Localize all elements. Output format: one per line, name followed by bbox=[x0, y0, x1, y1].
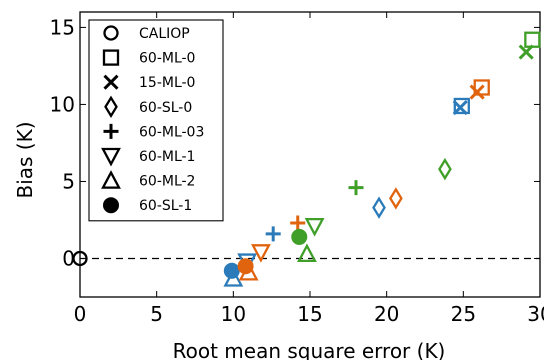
data-point-plus bbox=[290, 215, 306, 231]
data-point-triangle-down-open-shape bbox=[251, 244, 271, 263]
legend-marker-circle-open bbox=[103, 25, 119, 41]
legend-label: 60-ML-0 bbox=[139, 51, 195, 67]
data-point-diamond-open-shape bbox=[372, 196, 386, 219]
legend-marker-triangle-down-open-shape bbox=[101, 147, 121, 167]
x-tick-label: 15 bbox=[297, 302, 322, 326]
y-tick-label: 0 bbox=[62, 246, 75, 270]
legend-label: 60-SL-0 bbox=[139, 100, 192, 116]
data-point-square-open bbox=[524, 31, 541, 48]
data-point-square-open bbox=[453, 97, 470, 115]
y-axis-title: Bias (K) bbox=[13, 121, 37, 198]
data-point-x bbox=[469, 84, 485, 100]
legend-marker-x bbox=[103, 74, 119, 90]
x-tick-label: 30 bbox=[527, 302, 544, 326]
data-point-triangle-down-open bbox=[251, 244, 271, 263]
data-point-plus-shape bbox=[265, 226, 281, 242]
data-point-circle-filled bbox=[291, 228, 308, 245]
legend-marker-triangle-down-open bbox=[101, 147, 121, 167]
y-tick-label: 5 bbox=[62, 169, 75, 193]
legend: CALIOP 60-ML-0 15-ML-0 60-SL-0 60-ML-03 60-ML… bbox=[88, 19, 224, 222]
data-point-plus-shape bbox=[290, 215, 306, 231]
data-point-x-shape bbox=[469, 84, 485, 100]
data-point-diamond-open-shape bbox=[438, 157, 452, 181]
data-point-square-open-shape bbox=[524, 31, 541, 48]
legend-marker-diamond-open-shape bbox=[104, 95, 118, 119]
legend-marker-triangle-up-open bbox=[101, 170, 121, 189]
data-point-square-open-shape bbox=[473, 79, 490, 96]
legend-marker-plus-shape bbox=[103, 123, 119, 139]
data-point-triangle-down-open bbox=[304, 217, 325, 237]
legend-label: 60-ML-03 bbox=[139, 124, 204, 140]
data-point-diamond-open-shape bbox=[389, 187, 403, 210]
x-tick-label: 0 bbox=[74, 302, 87, 326]
data-point-plus bbox=[348, 180, 364, 196]
data-point-circle-open-shape bbox=[72, 250, 88, 267]
legend-label: 60-ML-1 bbox=[139, 149, 195, 165]
data-point-circle-filled-shape bbox=[291, 228, 308, 245]
legend-marker-square-open bbox=[102, 49, 120, 66]
x-tick-label: 25 bbox=[451, 302, 476, 326]
x-tick-label: 10 bbox=[221, 302, 246, 326]
legend-marker-x-shape bbox=[103, 74, 119, 90]
legend-marker-square-open-shape bbox=[102, 49, 120, 66]
data-point-triangle-up-open bbox=[297, 243, 317, 263]
data-point-x bbox=[518, 44, 534, 60]
legend-marker-circle-open-shape bbox=[103, 25, 119, 41]
data-point-x-shape bbox=[518, 44, 534, 60]
data-point-diamond-open bbox=[372, 196, 386, 219]
data-point-circle-open bbox=[72, 250, 88, 267]
data-point-plus bbox=[265, 226, 281, 242]
legend-marker-circle-filled bbox=[103, 197, 119, 214]
data-point-square-open bbox=[473, 79, 490, 96]
data-point-x bbox=[452, 99, 468, 116]
data-point-diamond-open bbox=[389, 187, 403, 210]
x-tick-label: 5 bbox=[150, 302, 163, 326]
data-point-circle-filled bbox=[223, 262, 240, 279]
legend-label: CALIOP bbox=[139, 26, 190, 42]
legend-label: 60-SL-1 bbox=[139, 198, 192, 214]
data-point-x-shape bbox=[452, 99, 468, 116]
y-tick-label: 15 bbox=[50, 15, 75, 39]
legend-marker-triangle-up-open-shape bbox=[101, 170, 121, 189]
data-point-triangle-up-open-shape bbox=[297, 243, 317, 263]
data-point-circle-filled-shape bbox=[237, 258, 254, 275]
legend-label: 60-ML-2 bbox=[139, 174, 195, 190]
data-point-square-open-shape bbox=[453, 97, 470, 115]
legend-marker-circle-filled-shape bbox=[103, 197, 119, 214]
x-tick-label: 20 bbox=[374, 302, 399, 326]
data-point-triangle-down-open-shape bbox=[304, 217, 325, 237]
legend-label: 15-ML-0 bbox=[139, 75, 195, 91]
legend-marker-plus bbox=[103, 123, 119, 139]
x-axis-title: Root mean square error (K) bbox=[173, 339, 446, 360]
y-tick-label: 10 bbox=[50, 92, 75, 116]
data-point-circle-filled bbox=[237, 258, 254, 275]
data-point-plus-shape bbox=[348, 180, 364, 196]
data-point-diamond-open bbox=[438, 157, 452, 181]
legend-marker-diamond-open bbox=[104, 95, 118, 119]
data-point-circle-filled-shape bbox=[223, 262, 240, 279]
